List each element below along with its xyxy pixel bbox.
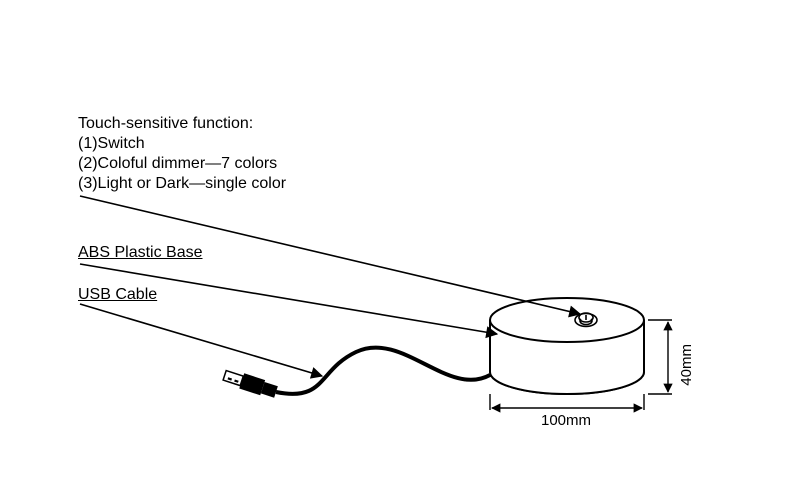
touch-function-block: Touch-sensitive function: (1)Switch (2)C… (78, 114, 286, 194)
leader-cable (80, 304, 322, 376)
touch-function-item-3: (3)Light or Dark—single color (78, 174, 286, 194)
width-dimension (490, 394, 644, 410)
base-label-block: ABS Plastic Base (78, 244, 203, 262)
width-dimension-text: 100mm (541, 412, 591, 429)
power-icon (575, 313, 597, 327)
touch-function-heading: Touch-sensitive function: (78, 114, 286, 134)
cable-label-block: USB Cable (78, 286, 157, 304)
base-label: ABS Plastic Base (78, 244, 203, 261)
usb-connector-icon (222, 368, 278, 400)
touch-function-item-1: (1)Switch (78, 134, 286, 154)
height-dimension (648, 320, 672, 394)
plastic-base-shape (490, 298, 644, 394)
height-dimension-text: 40mm (678, 344, 695, 386)
cable-label: USB Cable (78, 286, 157, 303)
usb-cable-path (276, 348, 490, 394)
touch-function-item-2: (2)Coloful dimmer—7 colors (78, 154, 286, 174)
